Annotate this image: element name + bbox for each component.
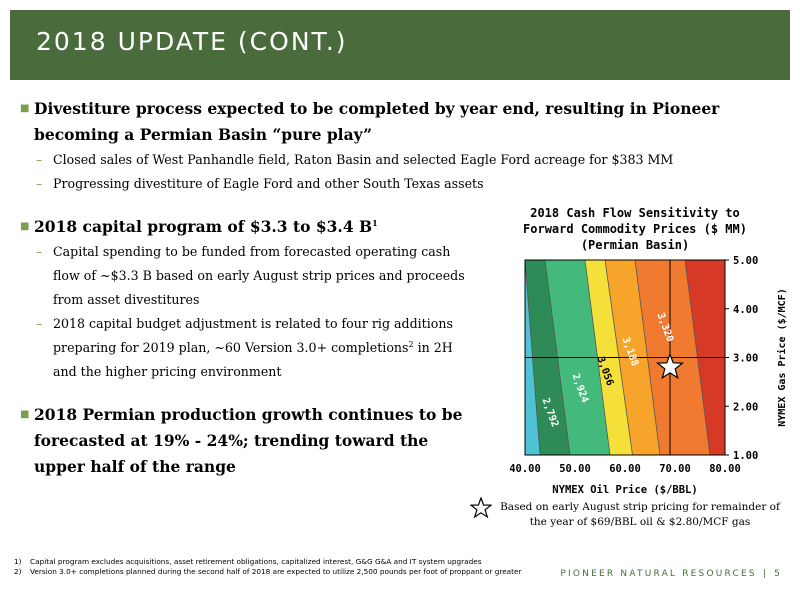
x-tick-label: 60.00 [609, 463, 641, 475]
sub-bullet-text-cont: in 2H and the higher pricing environment [53, 340, 453, 379]
sub-bullet-text: Progressing divestiture of Eagle Ford an… [53, 176, 484, 191]
footnotes: 1) Capital program excludes acquisitions… [14, 557, 554, 576]
bullet-square-icon: ■ [20, 103, 30, 114]
bullet-text: Divestiture process expected to be compl… [34, 99, 720, 144]
star-icon [470, 497, 492, 519]
plot-area [525, 260, 725, 455]
company-name: PIONEER NATURAL RESOURCES [560, 569, 757, 579]
bullet-text: 2018 Permian production growth continues… [34, 405, 463, 476]
sub-bullet-closed-sales: – Closed sales of West Panhandle field, … [36, 148, 776, 172]
bullet-text: 2018 capital program of $3.3 to $3.4 B [34, 217, 373, 236]
y-tick-label: 5.00 [733, 255, 758, 267]
sub-bullet-text: 2018 capital budget adjustment is relate… [53, 316, 453, 355]
x-tick-label: 50.00 [559, 463, 591, 475]
footnote-ref: 2 [408, 339, 414, 349]
dash-icon: – [36, 244, 43, 259]
sub-bullet-budget-adjustment: – 2018 capital budget adjustment is rela… [36, 312, 466, 384]
bullet-production-growth: ■ 2018 Permian production growth continu… [20, 402, 470, 480]
footer-separator: | [762, 569, 769, 579]
y-tick-label: 4.00 [733, 304, 758, 316]
x-tick-label: 70.00 [659, 463, 691, 475]
price-note: Based on early August strip pricing for … [500, 501, 780, 528]
bullet-square-icon: ■ [20, 221, 30, 232]
x-tick-label: 40.00 [509, 463, 541, 475]
bullet-capital-program: ■ 2018 capital program of $3.3 to $3.4 B… [20, 214, 480, 240]
page-number: 5 [774, 569, 782, 579]
x-axis-label: NYMEX Oil Price ($/BBL) [552, 484, 697, 496]
title-bar: 2018 UPDATE (CONT.) [10, 10, 790, 80]
footnote-ref: 1 [372, 217, 378, 228]
star-icon [655, 352, 685, 380]
footnote-1: 1) Capital program excludes acquisitions… [14, 557, 482, 566]
chart-title: 2018 Cash Flow Sensitivity to Forward Co… [523, 206, 747, 252]
dash-icon: – [36, 316, 43, 331]
footer: PIONEER NATURAL RESOURCES | 5 [560, 569, 782, 579]
dash-icon: – [36, 176, 43, 191]
x-tick-label: 80.00 [709, 463, 741, 475]
sub-bullet-text: Capital spending to be funded from forec… [53, 244, 465, 307]
bullet-square-icon: ■ [20, 409, 30, 420]
y-tick-label: 1.00 [733, 450, 758, 462]
sub-bullet-progressing: – Progressing divestiture of Eagle Ford … [36, 172, 776, 196]
dash-icon: – [36, 152, 43, 167]
y-axis-label: NYMEX Gas Price ($/MCF) [776, 288, 788, 426]
y-tick-label: 2.00 [733, 401, 758, 413]
footnote-2: 2) Version 3.0+ completions planned duri… [14, 566, 522, 576]
sub-bullet-text: Closed sales of West Panhandle field, Ra… [53, 152, 674, 167]
slide-title: 2018 UPDATE (CONT.) [36, 27, 348, 56]
y-tick-label: 3.00 [733, 353, 758, 365]
bullet-divestiture: ■ Divestiture process expected to be com… [20, 96, 760, 148]
sub-bullet-capital-spending: – Capital spending to be funded from for… [36, 240, 466, 312]
